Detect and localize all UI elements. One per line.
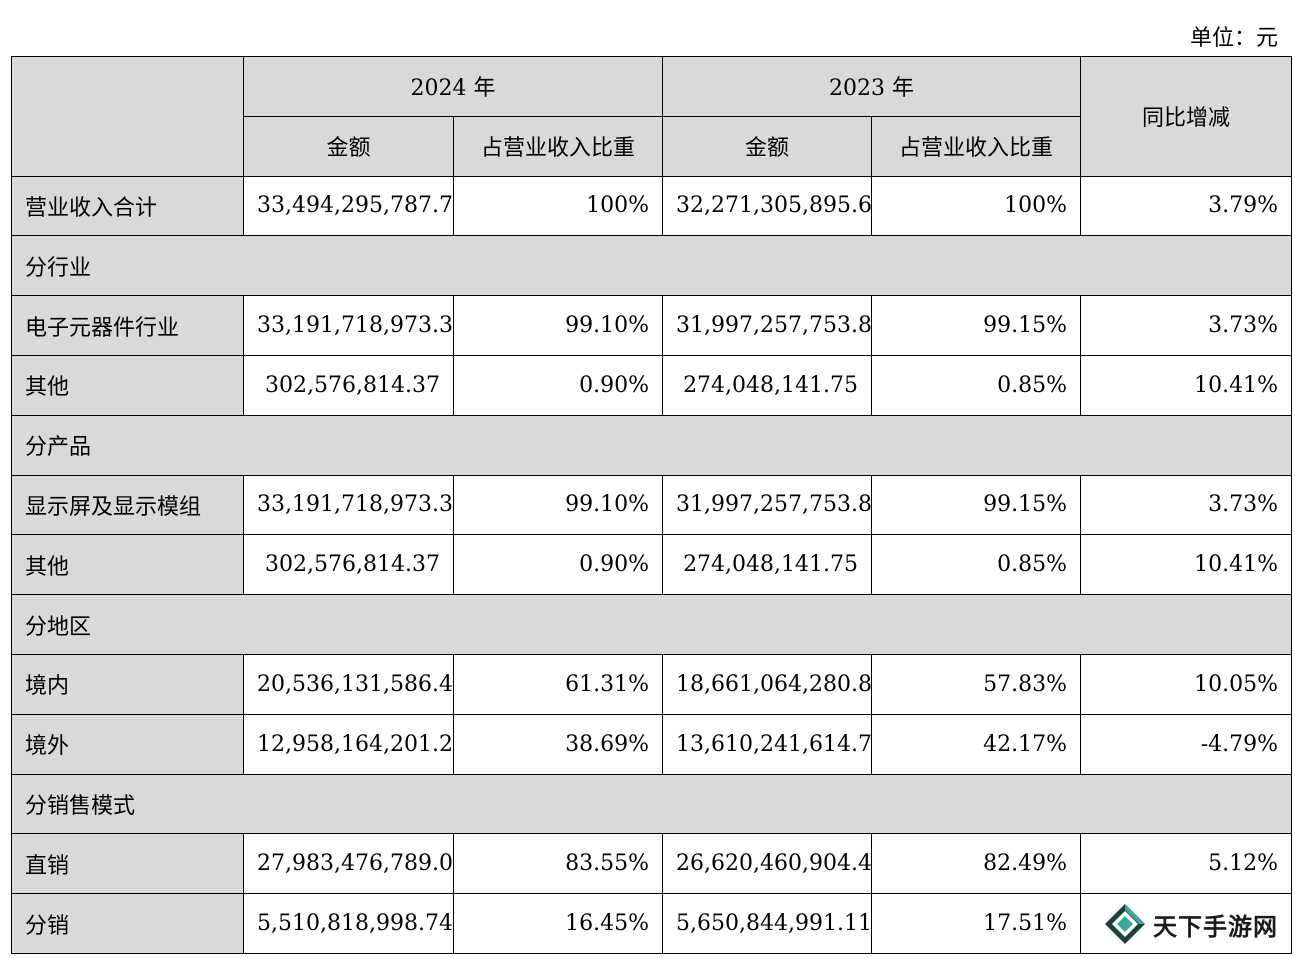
row-label: 分销 [11, 893, 244, 954]
group-title: 分行业 [10, 235, 1293, 297]
group-title: 分销售模式 [10, 773, 1293, 835]
amount-2023: 5,650,844,991.11 [662, 893, 873, 954]
row-label: 其他 [11, 354, 244, 416]
header-year-2023: 2023 年 [662, 56, 1082, 117]
watermark-text: 天下手游网 [1153, 912, 1278, 941]
header-ratio-2023: 占营业收入比重 [871, 115, 1082, 177]
header-row-years: 2024 年 2023 年 同比增减 [11, 56, 1293, 177]
amount-2023: 274,048,141.75 [662, 354, 873, 416]
row-label: 直销 [11, 833, 244, 895]
table-row: 其他 302,576,814.37 0.90% 274,048,141.75 0.85%… [11, 354, 1293, 416]
row-label: 境外 [11, 713, 244, 775]
amount-2023: 274,048,141.75 [662, 534, 873, 596]
diamond-logo-icon [1105, 904, 1145, 944]
total-row: 营业收入合计 33,494,295,787.75 100% 32,271,305… [11, 175, 1293, 237]
row-label: 营业收入合计 [11, 175, 244, 237]
ratio-2023: 100% [871, 175, 1082, 237]
group-title: 分产品 [10, 414, 1293, 476]
ratio-2024: 61.31% [452, 653, 664, 715]
header-amount-2024: 金额 [243, 115, 454, 177]
ratio-2023: 82.49% [871, 833, 1082, 895]
amount-2023: 31,997,257,753.85 [662, 474, 873, 536]
yoy-change: 10.05% [1080, 653, 1293, 715]
ratio-2024: 16.45% [452, 893, 664, 954]
table-row: 直销 27,983,476,789.01 83.55% 26,620,460,904.… [11, 833, 1293, 895]
ratio-2023: 42.17% [871, 713, 1082, 775]
amount-2024: 5,510,818,998.74 [243, 893, 454, 954]
group-header-row: 分行业 [10, 235, 1293, 297]
group-title: 分地区 [10, 594, 1293, 655]
ratio-2024: 83.55% [452, 833, 664, 895]
amount-2024: 302,576,814.37 [243, 354, 454, 416]
yoy-change: -4.79% [1080, 713, 1293, 775]
row-label: 电子元器件行业 [11, 295, 244, 356]
header-corner-cell [11, 56, 244, 177]
amount-2024: 33,191,718,973.38 [243, 295, 454, 356]
yoy-change: 3.73% [1080, 295, 1293, 356]
amount-2024: 33,494,295,787.75 [243, 175, 454, 237]
ratio-2023: 57.83% [871, 653, 1082, 715]
revenue-table: 2024 年 2023 年 同比增减 金额 占营业收入比重 金额 占营业收入比重… [10, 56, 1293, 954]
ratio-2024: 99.10% [452, 295, 664, 356]
header-amount-2023: 金额 [662, 115, 873, 177]
unit-label: 单位：元 [1189, 26, 1278, 51]
ratio-2023: 0.85% [871, 534, 1082, 596]
watermark: 天下手游网 [1103, 896, 1279, 952]
ratio-2024: 38.69% [452, 713, 664, 775]
amount-2024: 27,983,476,789.01 [243, 833, 454, 895]
group-header-row: 分销售模式 [10, 773, 1293, 835]
ratio-2023: 17.51% [871, 893, 1082, 954]
ratio-2024: 0.90% [452, 354, 664, 416]
header-row-subcols: 金额 占营业收入比重 金额 占营业收入比重 [12, 115, 1292, 177]
ratio-2023: 99.15% [871, 474, 1082, 536]
amount-2024: 20,536,131,586.47 [243, 653, 454, 715]
ratio-2024: 99.10% [452, 474, 664, 536]
row-label: 境内 [11, 653, 244, 715]
ratio-2024: 100% [452, 175, 664, 237]
header-ratio-2024: 占营业收入比重 [452, 115, 664, 177]
amount-2024: 33,191,718,973.38 [243, 474, 454, 536]
table-row: 境外 12,958,164,201.28 38.69% 13,610,241,614.… [11, 713, 1293, 775]
amount-2023: 13,610,241,614.74 [662, 713, 873, 775]
table-body: 营业收入合计 33,494,295,787.75 100% 32,271,305… [10, 175, 1293, 954]
table-row: 显示屏及显示模组 33,191,718,973.38 99.10% 31,997,25… [11, 474, 1293, 536]
amount-2024: 12,958,164,201.28 [243, 713, 454, 775]
yoy-change: 5.12% [1080, 833, 1293, 895]
table-row: 其他 302,576,814.37 0.90% 274,048,141.75 0.85%… [11, 534, 1293, 596]
amount-2023: 32,271,305,895.60 [662, 175, 873, 237]
yoy-change: 10.41% [1080, 354, 1293, 416]
amount-2023: 26,620,460,904.49 [662, 833, 873, 895]
ratio-2024: 0.90% [452, 534, 664, 596]
row-label: 其他 [11, 534, 244, 596]
table-row: 分销 5,510,818,998.74 16.45% 5,650,844,991.11… [11, 893, 1293, 954]
amount-2023: 18,661,064,280.86 [662, 653, 873, 715]
ratio-2023: 99.15% [871, 295, 1082, 356]
table-row: 境内 20,536,131,586.47 61.31% 18,661,064,280.… [11, 653, 1293, 715]
header-year-2024: 2024 年 [242, 56, 664, 117]
group-header-row: 分地区 [10, 594, 1293, 655]
header-yoy: 同比增减 [1080, 56, 1293, 177]
yoy-change: 3.79% [1080, 175, 1293, 237]
amount-2023: 31,997,257,753.85 [662, 295, 873, 356]
table-row: 电子元器件行业 33,191,718,973.38 99.10% 31,997,257… [11, 295, 1293, 356]
group-header-row: 分产品 [10, 414, 1293, 476]
amount-2024: 302,576,814.37 [243, 534, 454, 596]
row-label: 显示屏及显示模组 [11, 474, 244, 536]
yoy-change: 10.41% [1080, 534, 1293, 596]
ratio-2023: 0.85% [871, 354, 1082, 416]
yoy-change: 3.73% [1080, 474, 1293, 536]
